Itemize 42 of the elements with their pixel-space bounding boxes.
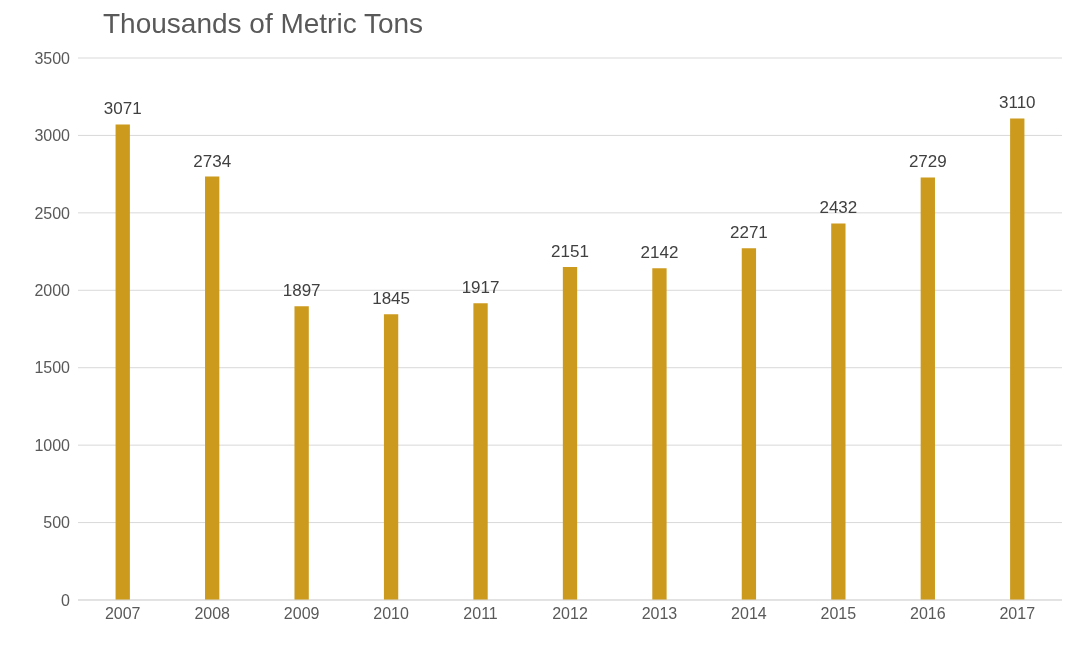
bar xyxy=(383,314,399,600)
bar xyxy=(920,177,935,600)
chart-title: Thousands of Metric Tons xyxy=(103,8,424,40)
y-tick-label: 2000 xyxy=(34,281,71,299)
x-tick-label: 2010 xyxy=(373,605,409,623)
x-tick-label: 2015 xyxy=(820,605,857,623)
x-tick-label: 2012 xyxy=(552,605,588,623)
bar xyxy=(115,124,130,600)
data-label: 2734 xyxy=(193,151,232,171)
x-tick-label: 2014 xyxy=(731,605,767,623)
y-tick-label: 0 xyxy=(61,591,71,609)
x-tick-label: 2013 xyxy=(641,605,678,623)
data-label: 2432 xyxy=(819,198,858,218)
y-tick-label: 500 xyxy=(43,514,71,532)
data-label: 3110 xyxy=(998,93,1036,113)
data-label: 3071 xyxy=(103,99,142,119)
x-tick-label: 2009 xyxy=(283,605,320,623)
bar xyxy=(473,303,488,600)
y-tick-label: 3000 xyxy=(34,127,71,145)
y-tick-label: 1500 xyxy=(34,359,71,377)
y-tick-label: 2500 xyxy=(34,204,71,222)
bar xyxy=(831,223,846,600)
bar xyxy=(294,306,309,600)
bar xyxy=(205,176,220,600)
x-tick-label: 2008 xyxy=(194,605,231,623)
bar xyxy=(562,266,578,600)
data-label: 2271 xyxy=(730,223,768,243)
data-label: 1917 xyxy=(461,278,500,298)
data-label: 2151 xyxy=(551,241,589,261)
y-tick-label: 1000 xyxy=(34,436,71,454)
x-tick-label: 2007 xyxy=(104,605,141,623)
bar xyxy=(741,248,757,600)
data-label: 2729 xyxy=(908,152,947,172)
bar xyxy=(1010,118,1025,600)
x-tick-label: 2011 xyxy=(463,605,498,623)
x-tick-label: 2017 xyxy=(999,605,1036,623)
data-label: 1897 xyxy=(282,281,321,301)
data-label: 2142 xyxy=(640,243,679,263)
bar xyxy=(652,268,667,600)
y-tick-label: 3500 xyxy=(34,49,71,67)
x-tick-label: 2016 xyxy=(910,605,946,623)
data-label: 1845 xyxy=(372,289,410,309)
